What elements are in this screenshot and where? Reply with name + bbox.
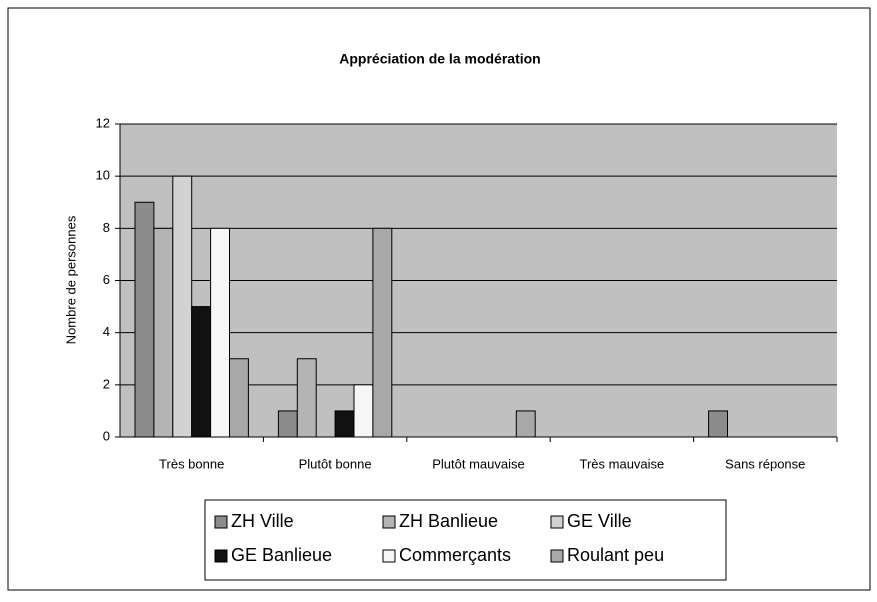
legend-swatch <box>550 549 564 563</box>
legend-swatch <box>214 515 228 529</box>
legend-swatch <box>550 515 564 529</box>
bar <box>172 175 193 438</box>
y-tick-label: 10 <box>96 168 110 183</box>
bar <box>372 227 393 438</box>
x-tick-label: Très mauvaise <box>580 456 665 471</box>
x-tick-label: Très bonne <box>159 456 224 471</box>
bar <box>210 227 231 438</box>
y-tick-label: 12 <box>96 115 110 130</box>
bar <box>296 358 317 438</box>
y-tick-label: 2 <box>103 376 110 391</box>
y-tick-label: 8 <box>103 220 110 235</box>
bar <box>191 306 212 438</box>
chart-title: Appréciation de la modération <box>339 51 540 67</box>
legend-label: GE Ville <box>567 511 632 531</box>
legend-label: ZH Ville <box>231 511 294 531</box>
bar <box>515 410 536 438</box>
y-tick-label: 4 <box>103 324 110 339</box>
bar <box>334 410 355 438</box>
x-tick-label: Sans réponse <box>725 456 805 471</box>
legend-swatch <box>382 549 396 563</box>
legend-label: Roulant peu <box>567 545 664 565</box>
x-tick-label: Plutôt mauvaise <box>432 456 525 471</box>
y-tick-label: 6 <box>103 272 110 287</box>
legend-box <box>204 499 727 581</box>
bar <box>277 410 298 438</box>
y-tick-label: 0 <box>103 428 110 443</box>
legend-label: ZH Banlieue <box>399 511 498 531</box>
legend-swatch <box>382 515 396 529</box>
legend-swatch <box>214 549 228 563</box>
legend-label: GE Banlieue <box>231 545 332 565</box>
bar <box>708 410 728 438</box>
bar <box>153 227 174 438</box>
y-axis-label: Nombre de personnes <box>63 215 78 344</box>
bar <box>134 201 155 438</box>
bar <box>353 384 374 438</box>
x-tick-label: Plutôt bonne <box>299 456 372 471</box>
legend-label: Commerçants <box>399 545 511 565</box>
bar <box>229 358 249 438</box>
